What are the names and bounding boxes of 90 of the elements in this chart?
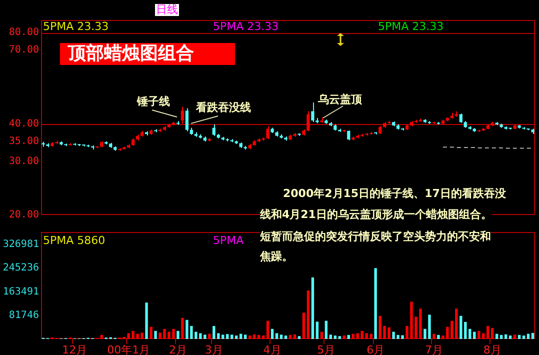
annotation: 锤子线 xyxy=(137,95,170,108)
bar xyxy=(154,330,157,339)
bar xyxy=(316,322,319,339)
bar xyxy=(324,320,328,339)
bar xyxy=(338,336,341,339)
y-tick-label: 163491 xyxy=(2,286,39,298)
bar xyxy=(262,336,265,339)
bar xyxy=(306,290,310,339)
x-tick-label: 5月 xyxy=(317,343,336,355)
bar xyxy=(222,334,224,339)
bar xyxy=(284,336,288,339)
bar xyxy=(226,334,229,339)
y-tick-label: 20.00 xyxy=(8,210,39,221)
annotation: 2000年2月15日的锤子线、17日的看跌吞没 xyxy=(283,186,506,202)
text: 顶部蜡烛图组合 xyxy=(60,43,235,65)
y-tick-label: 35.00 xyxy=(8,136,39,147)
bar xyxy=(208,334,211,339)
bar xyxy=(244,334,247,339)
bar xyxy=(100,334,103,339)
annotation: 5PMA 23.33 xyxy=(43,20,109,33)
bar xyxy=(150,326,152,339)
y-tick-label: 81746 xyxy=(8,310,39,321)
bar xyxy=(432,334,436,339)
bar xyxy=(293,334,296,339)
bar xyxy=(230,334,234,339)
x-tick-label: 4月 xyxy=(263,343,282,355)
bar xyxy=(235,336,238,339)
bar xyxy=(437,334,440,339)
bar xyxy=(270,328,274,339)
y-tick-label: 30.00 xyxy=(8,156,39,168)
annotation: 线和4月21日的乌云盖顶形成一个蜡烛图组合。 xyxy=(260,207,492,223)
x-tick-label: 8月 xyxy=(483,343,502,355)
bar xyxy=(212,326,216,339)
bar xyxy=(311,277,314,339)
bar xyxy=(280,334,283,339)
bar xyxy=(176,330,180,339)
bar xyxy=(468,328,472,339)
annotation: 短暂而急促的突发行情反映了空头势力的不安和 xyxy=(260,229,491,245)
bar xyxy=(342,336,346,339)
bar xyxy=(266,320,270,339)
bar xyxy=(478,330,480,339)
bar xyxy=(257,334,260,339)
bar xyxy=(181,318,184,339)
y-tick-label: 245236 xyxy=(2,262,39,274)
annotation: 看跌吞没线 xyxy=(196,101,251,114)
annotation: 5PMA 23.33 xyxy=(213,20,279,33)
annotation: 5PMA 5860 xyxy=(43,234,106,247)
bar xyxy=(374,268,377,339)
x-tick-label: 2月 xyxy=(168,343,187,355)
bar xyxy=(513,334,516,339)
bar xyxy=(508,336,512,339)
bar xyxy=(486,326,490,339)
bar xyxy=(347,334,350,339)
bar xyxy=(531,332,534,339)
bar xyxy=(504,334,508,339)
bar xyxy=(320,332,324,339)
bar xyxy=(252,334,256,339)
bar xyxy=(145,302,148,339)
annotation: 5PMA xyxy=(213,234,244,247)
bar xyxy=(490,328,494,339)
bar xyxy=(248,336,252,339)
candlestick xyxy=(42,141,45,148)
x-tick-label: 6月 xyxy=(366,343,385,355)
annotation: 焦躁。 xyxy=(260,249,293,265)
y-tick-label: 40.00 xyxy=(8,118,39,130)
bar xyxy=(356,333,359,339)
bar xyxy=(518,334,521,339)
bar xyxy=(288,334,292,339)
y-tick-label: 80.00 xyxy=(8,27,39,38)
bar xyxy=(298,336,301,339)
bar xyxy=(334,336,336,339)
bar xyxy=(275,333,278,339)
bar xyxy=(522,336,526,339)
bar xyxy=(473,332,476,339)
y-tick-label: 70.00 xyxy=(8,44,39,56)
x-tick-label: 00年1月 xyxy=(107,343,150,355)
x-tick-label: 12月 xyxy=(62,343,88,355)
y-tick-label: 326981 xyxy=(2,239,39,250)
bar xyxy=(500,334,503,339)
bar xyxy=(464,322,467,339)
annotation: 5PMA 23.33 xyxy=(378,20,444,33)
bar xyxy=(302,312,306,339)
x-tick-label: 7月 xyxy=(424,343,443,355)
bar xyxy=(329,334,332,339)
x-tick-label: 3月 xyxy=(204,343,223,355)
bar xyxy=(482,333,485,339)
text: 日线 xyxy=(155,3,179,16)
annotation: 乌云盖顶 xyxy=(318,93,362,106)
bar xyxy=(217,333,220,339)
bar xyxy=(460,316,462,339)
